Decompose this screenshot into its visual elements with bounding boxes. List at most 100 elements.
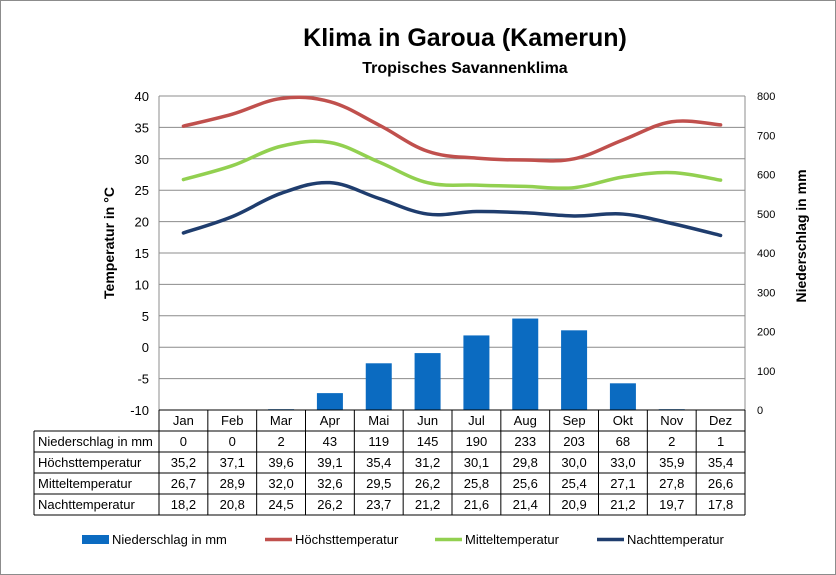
precip-bar bbox=[561, 330, 588, 410]
data-label: 17,8 bbox=[708, 497, 733, 512]
data-label: 39,6 bbox=[268, 455, 293, 470]
category-label: Jun bbox=[417, 413, 438, 428]
legend-swatch bbox=[82, 535, 109, 544]
right-tick-label: 300 bbox=[757, 287, 775, 299]
data-label: 21,4 bbox=[513, 497, 538, 512]
legend-label: Mitteltemperatur bbox=[465, 532, 560, 547]
left-tick-label: -5 bbox=[137, 372, 149, 387]
category-label: Nov bbox=[660, 413, 684, 428]
line-höchsttemperatur bbox=[181, 95, 723, 163]
precip-bar bbox=[365, 363, 392, 410]
right-axis-ticks: 800 700 600 500 400 300 200 100 0 bbox=[757, 91, 775, 417]
left-tick-label: 40 bbox=[135, 89, 149, 104]
legend-label: Nachttemperatur bbox=[627, 532, 724, 547]
precipitation-bars bbox=[268, 318, 734, 410]
data-label: 20,8 bbox=[220, 497, 245, 512]
legend-label: Niederschlag in mm bbox=[112, 532, 227, 547]
data-label: 37,1 bbox=[220, 455, 245, 470]
data-label: 35,9 bbox=[659, 455, 684, 470]
data-label: 26,2 bbox=[415, 476, 440, 491]
precip-bar bbox=[463, 335, 490, 410]
data-label: 30,1 bbox=[464, 455, 489, 470]
data-label: 26,7 bbox=[171, 476, 196, 491]
category-label: Aug bbox=[514, 413, 537, 428]
data-label: 30,0 bbox=[561, 455, 586, 470]
gridlines bbox=[158, 95, 746, 411]
data-label: 32,6 bbox=[317, 476, 342, 491]
data-label: 68 bbox=[616, 434, 630, 449]
data-label: 20,9 bbox=[561, 497, 586, 512]
data-label: 21,2 bbox=[415, 497, 440, 512]
right-tick-label: 0 bbox=[757, 405, 763, 417]
chart-title: Klima in Garoua (Kamerun) bbox=[303, 24, 627, 52]
series-name: Niederschlag in mm bbox=[38, 434, 153, 449]
data-label: 35,4 bbox=[708, 455, 733, 470]
right-tick-label: 200 bbox=[757, 327, 775, 339]
data-label: 29,5 bbox=[366, 476, 391, 491]
right-tick-label: 600 bbox=[757, 170, 775, 182]
data-label: 1 bbox=[717, 434, 724, 449]
legend: Niederschlag in mm Höchsttemperatur Mittel… bbox=[82, 532, 724, 547]
data-label: 233 bbox=[514, 434, 536, 449]
data-label: 25,4 bbox=[561, 476, 586, 491]
category-label: Sep bbox=[563, 413, 586, 428]
category-label: Mar bbox=[270, 413, 293, 428]
data-table: Jan Feb Mar Apr Mai Jun Jul Aug Sep Okt Nov Dez Nied… bbox=[33, 409, 746, 516]
data-label: 2 bbox=[668, 434, 675, 449]
left-axis-ticks: 40 35 30 25 20 15 10 5 0 -5 -10 bbox=[130, 89, 149, 418]
left-tick-label: 0 bbox=[142, 340, 149, 355]
category-label: Apr bbox=[320, 413, 341, 428]
series-name: Mitteltemperatur bbox=[38, 476, 133, 491]
data-label: 0 bbox=[180, 434, 187, 449]
legend-label: Höchsttemperatur bbox=[295, 532, 399, 547]
data-label: 35,4 bbox=[366, 455, 391, 470]
data-label: 119 bbox=[368, 434, 389, 449]
left-tick-label: 15 bbox=[135, 246, 149, 261]
precip-bar bbox=[316, 393, 343, 410]
left-tick-label: 20 bbox=[135, 215, 149, 230]
data-label: 26,6 bbox=[708, 476, 733, 491]
data-label: 23,7 bbox=[366, 497, 391, 512]
left-tick-label: 5 bbox=[142, 309, 149, 324]
data-label: 21,6 bbox=[464, 497, 489, 512]
data-label: 26,2 bbox=[317, 497, 342, 512]
line-mitteltemperatur bbox=[181, 139, 723, 191]
left-tick-label: -10 bbox=[130, 403, 149, 418]
data-label: 43 bbox=[323, 434, 337, 449]
right-tick-label: 100 bbox=[757, 366, 775, 378]
precip-bar bbox=[414, 353, 441, 410]
right-tick-label: 500 bbox=[757, 209, 775, 221]
right-tick-label: 800 bbox=[757, 91, 775, 103]
data-label: 39,1 bbox=[317, 455, 342, 470]
data-label: 25,6 bbox=[513, 476, 538, 491]
data-label: 29,8 bbox=[513, 455, 538, 470]
data-label: 24,5 bbox=[268, 497, 293, 512]
data-label: 2 bbox=[277, 434, 284, 449]
precip-bar bbox=[609, 383, 636, 410]
left-tick-label: 35 bbox=[135, 120, 149, 135]
series-name: Höchsttemperatur bbox=[38, 455, 142, 470]
data-label: 27,1 bbox=[610, 476, 635, 491]
category-label: Jan bbox=[173, 413, 194, 428]
data-label: 25,8 bbox=[464, 476, 489, 491]
left-tick-label: 30 bbox=[135, 152, 149, 167]
data-label: 18,2 bbox=[171, 497, 196, 512]
series-name: Nachttemperatur bbox=[38, 497, 135, 512]
data-label: 203 bbox=[563, 434, 585, 449]
data-label: 190 bbox=[466, 434, 488, 449]
line-nachttemperatur bbox=[181, 180, 723, 238]
right-tick-label: 400 bbox=[757, 248, 775, 260]
category-label: Jul bbox=[468, 413, 485, 428]
category-label: Mai bbox=[368, 413, 389, 428]
left-axis-title: Temperatur in °C bbox=[101, 187, 117, 299]
left-tick-label: 10 bbox=[135, 277, 149, 292]
right-tick-label: 700 bbox=[757, 130, 775, 142]
data-label: 0 bbox=[229, 434, 236, 449]
data-label: 35,2 bbox=[171, 455, 196, 470]
data-label: 145 bbox=[417, 434, 439, 449]
data-label: 27,8 bbox=[659, 476, 684, 491]
right-axis-title: Niederschlag in mm bbox=[793, 169, 809, 302]
category-label: Feb bbox=[221, 413, 243, 428]
left-tick-label: 25 bbox=[135, 183, 149, 198]
